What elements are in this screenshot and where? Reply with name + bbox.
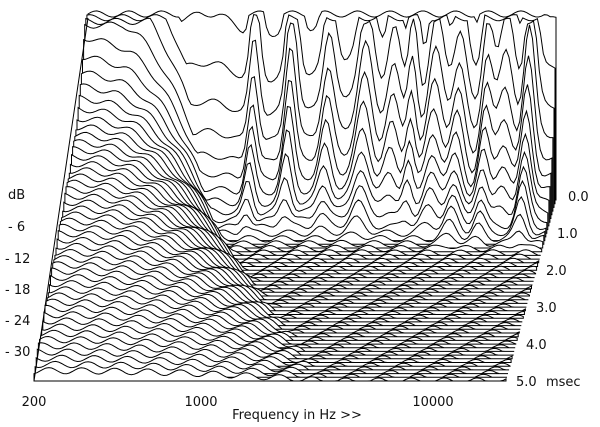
time-axis-line (33, 17, 89, 382)
y-tick-label: - 24 (5, 314, 30, 329)
y-tick-label: - 30 (5, 345, 30, 360)
x-tick-label: 10000 (412, 395, 453, 410)
x-tick-label: 1000 (184, 395, 217, 410)
time-tick-label: 1.0 (557, 227, 578, 242)
time-tick-label: 5.0 (516, 375, 537, 390)
time-tick-label: 0.0 (568, 190, 589, 205)
x-axis-title: Frequency in Hz >> (232, 408, 362, 423)
y-axis-title: dB (8, 188, 25, 203)
time-tick-label: 3.0 (536, 301, 557, 316)
y-tick-label: - 12 (5, 252, 30, 267)
y-tick-label: - 6 (8, 220, 25, 235)
time-tick-label: 2.0 (546, 264, 567, 279)
decay-slice (33, 367, 507, 382)
y-tick-label: - 18 (5, 283, 30, 298)
x-tick-label: 200 (22, 395, 47, 410)
time-unit-label: msec (546, 375, 581, 390)
time-tick-label: 4.0 (526, 338, 547, 353)
cumulative-spectral-decay-slices (33, 10, 557, 382)
